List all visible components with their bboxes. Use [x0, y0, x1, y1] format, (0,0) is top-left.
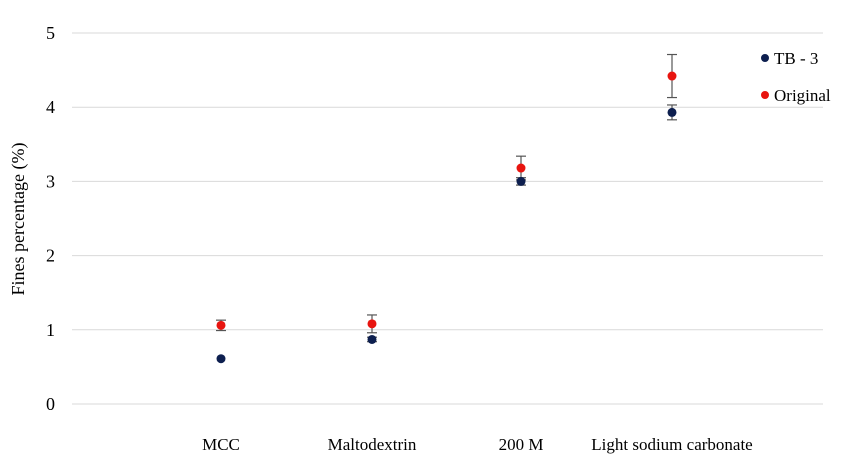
legend-marker	[761, 54, 769, 62]
y-tick-label: 4	[46, 97, 55, 117]
category-label: Light sodium carbonate	[591, 435, 752, 454]
y-axis-title: Fines percentage (%)	[8, 143, 29, 296]
y-tick-label: 0	[46, 394, 55, 414]
legend-marker	[761, 91, 769, 99]
data-point	[516, 176, 526, 186]
data-point	[516, 163, 526, 173]
grid-lines	[72, 32, 823, 405]
y-tick-label: 1	[46, 320, 55, 340]
data-point	[367, 319, 377, 329]
legend: TB - 3 Original	[761, 49, 831, 105]
error-bars	[216, 53, 677, 343]
legend-label: Original	[774, 86, 831, 105]
data-points	[216, 71, 677, 364]
category-labels: MCC Maltodextrin 200 M Light sodium carbona…	[202, 435, 753, 454]
data-point	[216, 354, 226, 364]
category-label: MCC	[202, 435, 240, 454]
data-point	[367, 334, 377, 344]
data-point	[667, 107, 677, 117]
data-point	[216, 320, 226, 330]
data-point	[667, 71, 677, 81]
y-tick-label: 5	[46, 23, 55, 43]
legend-label: TB - 3	[774, 49, 818, 68]
y-tick-label: 2	[46, 246, 55, 266]
y-tick-label: 3	[46, 171, 55, 191]
category-label: Maltodextrin	[328, 435, 417, 454]
y-tick-labels: 0 1 2 3 4 5	[46, 23, 55, 414]
category-label: 200 M	[499, 435, 544, 454]
